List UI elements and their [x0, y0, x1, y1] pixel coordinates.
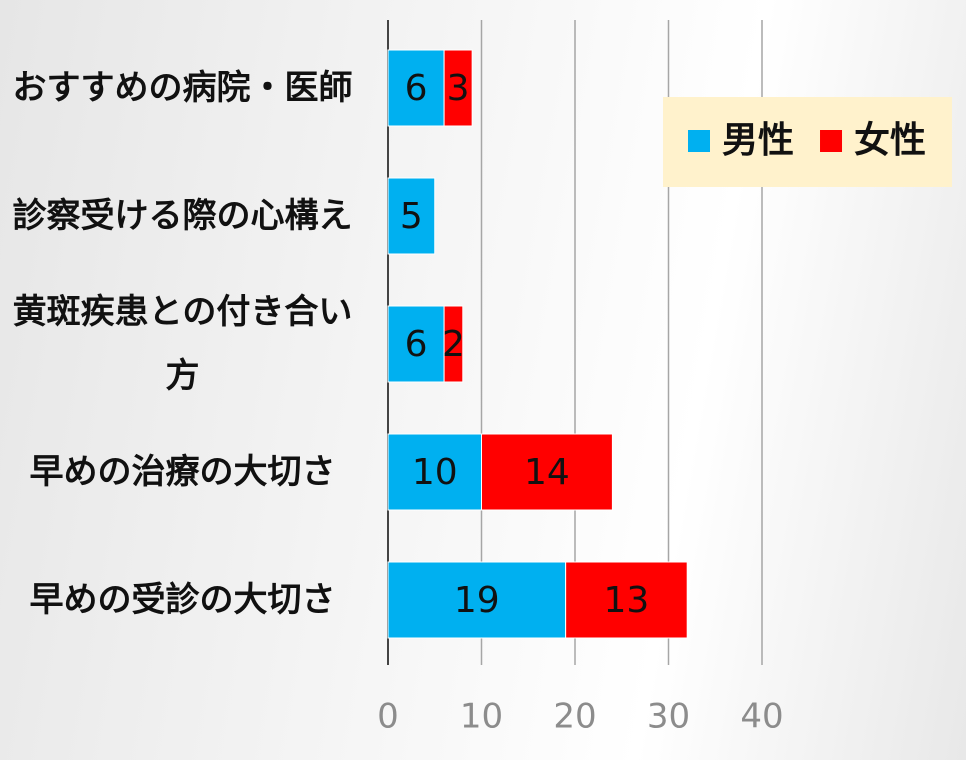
y-tick-label: 診察受ける際の心構え — [12, 196, 353, 236]
y-tick-label: 黄斑疾患との付き合い方 — [12, 292, 353, 396]
bar — [565, 561, 688, 639]
bar — [443, 305, 464, 383]
bar — [481, 433, 613, 511]
x-tick-label: 0 — [377, 697, 399, 737]
x-tick-label: 10 — [460, 697, 503, 737]
legend-box — [663, 97, 952, 187]
legend-label: 男性 — [722, 120, 794, 161]
data-label: 2 — [442, 324, 465, 365]
y-tick-label: おすすめの病院・医師 — [12, 68, 353, 108]
bar — [387, 561, 567, 639]
data-label: 19 — [454, 580, 500, 621]
y-tick-label: 早めの治療の大切さ — [29, 452, 336, 492]
y-tick-label: 早めの受診の大切さ — [29, 580, 336, 620]
data-label: 14 — [524, 452, 570, 493]
data-label: 6 — [405, 324, 428, 365]
legend-swatch — [820, 130, 843, 152]
data-label: 10 — [412, 452, 458, 493]
data-label: 13 — [604, 580, 650, 621]
x-tick-label: 20 — [553, 697, 596, 737]
data-label: 6 — [405, 68, 428, 109]
data-label: 5 — [400, 196, 423, 237]
legend-label: 女性 — [854, 120, 926, 161]
x-tick-label: 40 — [740, 697, 783, 737]
x-tick-label: 30 — [647, 697, 690, 737]
bar — [387, 433, 482, 511]
data-label: 3 — [447, 68, 470, 109]
bar — [443, 49, 473, 127]
bar — [387, 305, 445, 383]
legend-swatch — [688, 130, 710, 152]
bar — [387, 177, 436, 255]
